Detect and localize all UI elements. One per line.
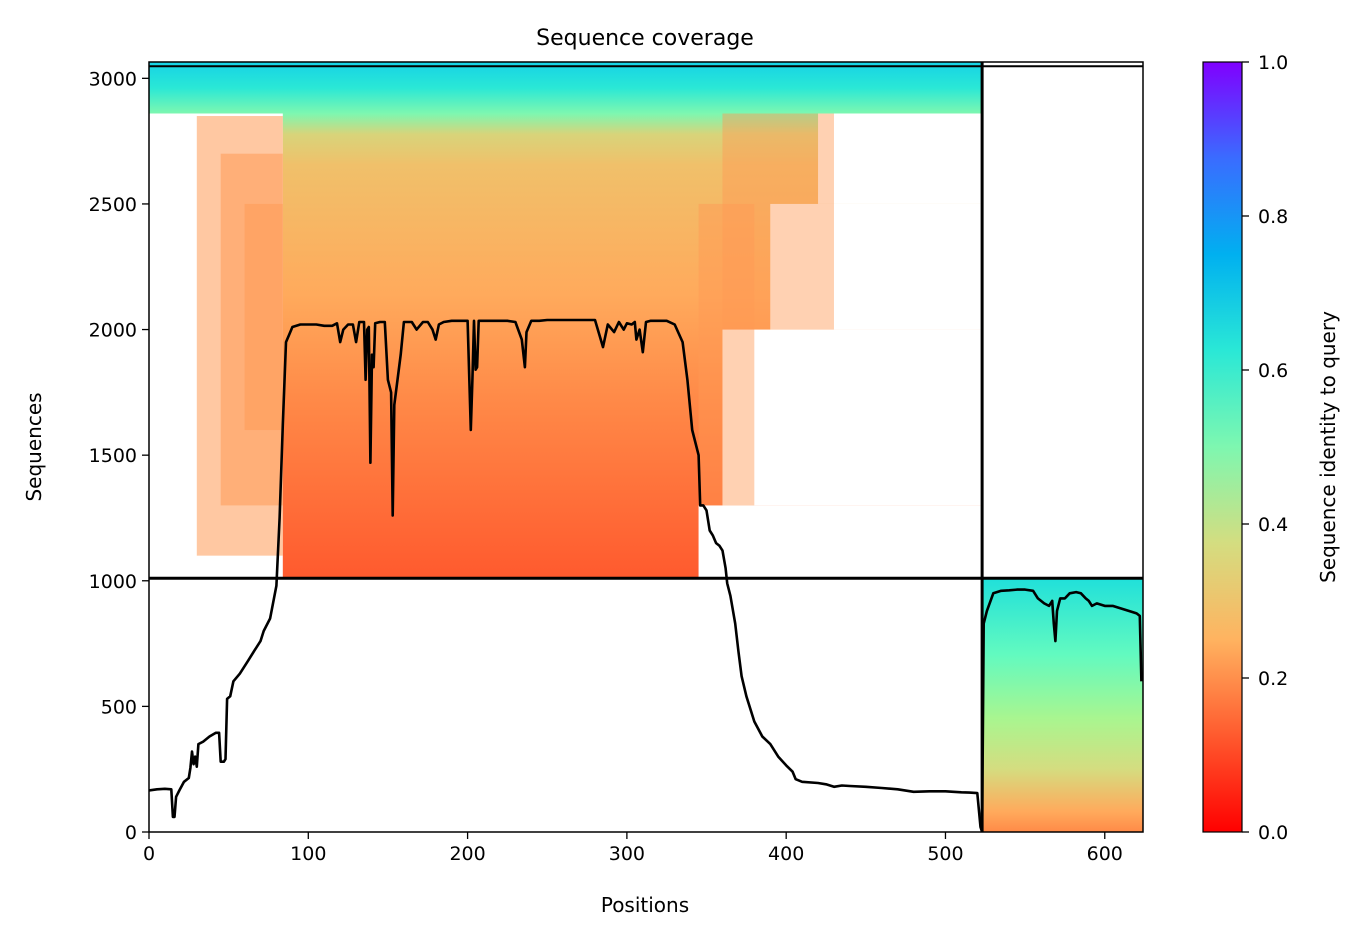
x-tick-label: 200 bbox=[449, 843, 485, 865]
x-axis-label: Positions bbox=[601, 893, 689, 917]
msa-partial-rows bbox=[244, 203, 283, 431]
msa-heatmap bbox=[149, 62, 1143, 832]
x-axis: 0 100 200 300 400 500 600 bbox=[143, 832, 1123, 865]
y-tick-label: 2000 bbox=[89, 320, 137, 342]
colorbar-tick-label: 1.0 bbox=[1258, 52, 1288, 74]
y-tick-label: 1500 bbox=[89, 445, 137, 467]
y-axis: 0 500 1000 1500 2000 2500 3000 bbox=[89, 68, 149, 844]
y-tick-label: 1000 bbox=[89, 571, 137, 593]
msa-gap-region bbox=[818, 113, 983, 204]
msa-partial-rows bbox=[722, 113, 834, 330]
colorbar-tick-label: 0.6 bbox=[1258, 360, 1288, 382]
colorbar-tick-label: 0.0 bbox=[1258, 822, 1288, 844]
colorbar-tick-label: 0.8 bbox=[1258, 206, 1288, 228]
colorbar-label: Sequence identity to query bbox=[1316, 311, 1340, 583]
x-tick-label: 300 bbox=[609, 843, 645, 865]
msa-gap-region bbox=[722, 329, 983, 506]
msa-gap-region bbox=[698, 505, 983, 579]
y-axis-label: Sequences bbox=[22, 392, 46, 501]
y-tick-label: 3000 bbox=[89, 68, 137, 90]
x-tick-label: 400 bbox=[768, 843, 804, 865]
y-tick-label: 500 bbox=[101, 696, 137, 718]
x-tick-label: 100 bbox=[290, 843, 326, 865]
x-tick-label: 600 bbox=[1087, 843, 1123, 865]
y-tick-label: 2500 bbox=[89, 194, 137, 216]
x-tick-label: 500 bbox=[927, 843, 963, 865]
chart-title: Sequence coverage bbox=[536, 26, 754, 51]
msa-block-chain-b bbox=[982, 578, 1143, 832]
y-tick-label: 0 bbox=[125, 822, 137, 844]
colorbar-tick-label: 0.2 bbox=[1258, 668, 1288, 690]
colorbar-axis: 0.0 0.2 0.4 0.6 0.8 1.0 bbox=[1242, 52, 1288, 844]
coverage-line bbox=[149, 318, 1143, 832]
colorbar-tick-label: 0.4 bbox=[1258, 514, 1288, 536]
plot-area-frame bbox=[148, 61, 1144, 833]
colorbar bbox=[1202, 61, 1243, 833]
msa-gap-region bbox=[770, 203, 983, 330]
msa-partial-rows bbox=[698, 203, 755, 506]
x-tick-label: 0 bbox=[143, 843, 155, 865]
